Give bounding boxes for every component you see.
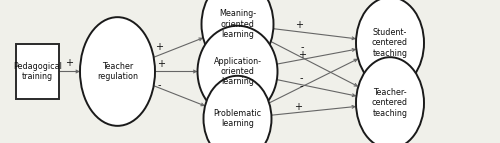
FancyBboxPatch shape bbox=[16, 44, 59, 99]
Text: Meaning-
oriented
learning: Meaning- oriented learning bbox=[219, 9, 256, 39]
Text: +: + bbox=[298, 50, 306, 60]
Ellipse shape bbox=[356, 0, 424, 89]
Text: Problematic
learning: Problematic learning bbox=[214, 109, 262, 128]
Text: +: + bbox=[295, 20, 303, 30]
Text: -: - bbox=[301, 42, 304, 52]
Text: -: - bbox=[300, 81, 303, 91]
Text: -: - bbox=[158, 80, 161, 90]
Text: +: + bbox=[65, 58, 73, 68]
Text: +: + bbox=[294, 102, 302, 112]
Ellipse shape bbox=[80, 17, 155, 126]
Ellipse shape bbox=[202, 0, 274, 70]
Text: Teacher-
centered
teaching: Teacher- centered teaching bbox=[372, 88, 408, 118]
Text: Teacher
regulation: Teacher regulation bbox=[97, 62, 138, 81]
Text: Application-
oriented
learning: Application- oriented learning bbox=[214, 57, 262, 86]
Text: -: - bbox=[300, 73, 304, 83]
Text: Student-
centered
teaching: Student- centered teaching bbox=[372, 28, 408, 58]
Text: Pedagogical
training: Pedagogical training bbox=[13, 62, 62, 81]
Ellipse shape bbox=[198, 26, 278, 117]
Ellipse shape bbox=[204, 76, 272, 143]
Text: +: + bbox=[156, 59, 164, 69]
Text: +: + bbox=[154, 42, 162, 52]
Ellipse shape bbox=[356, 57, 424, 143]
